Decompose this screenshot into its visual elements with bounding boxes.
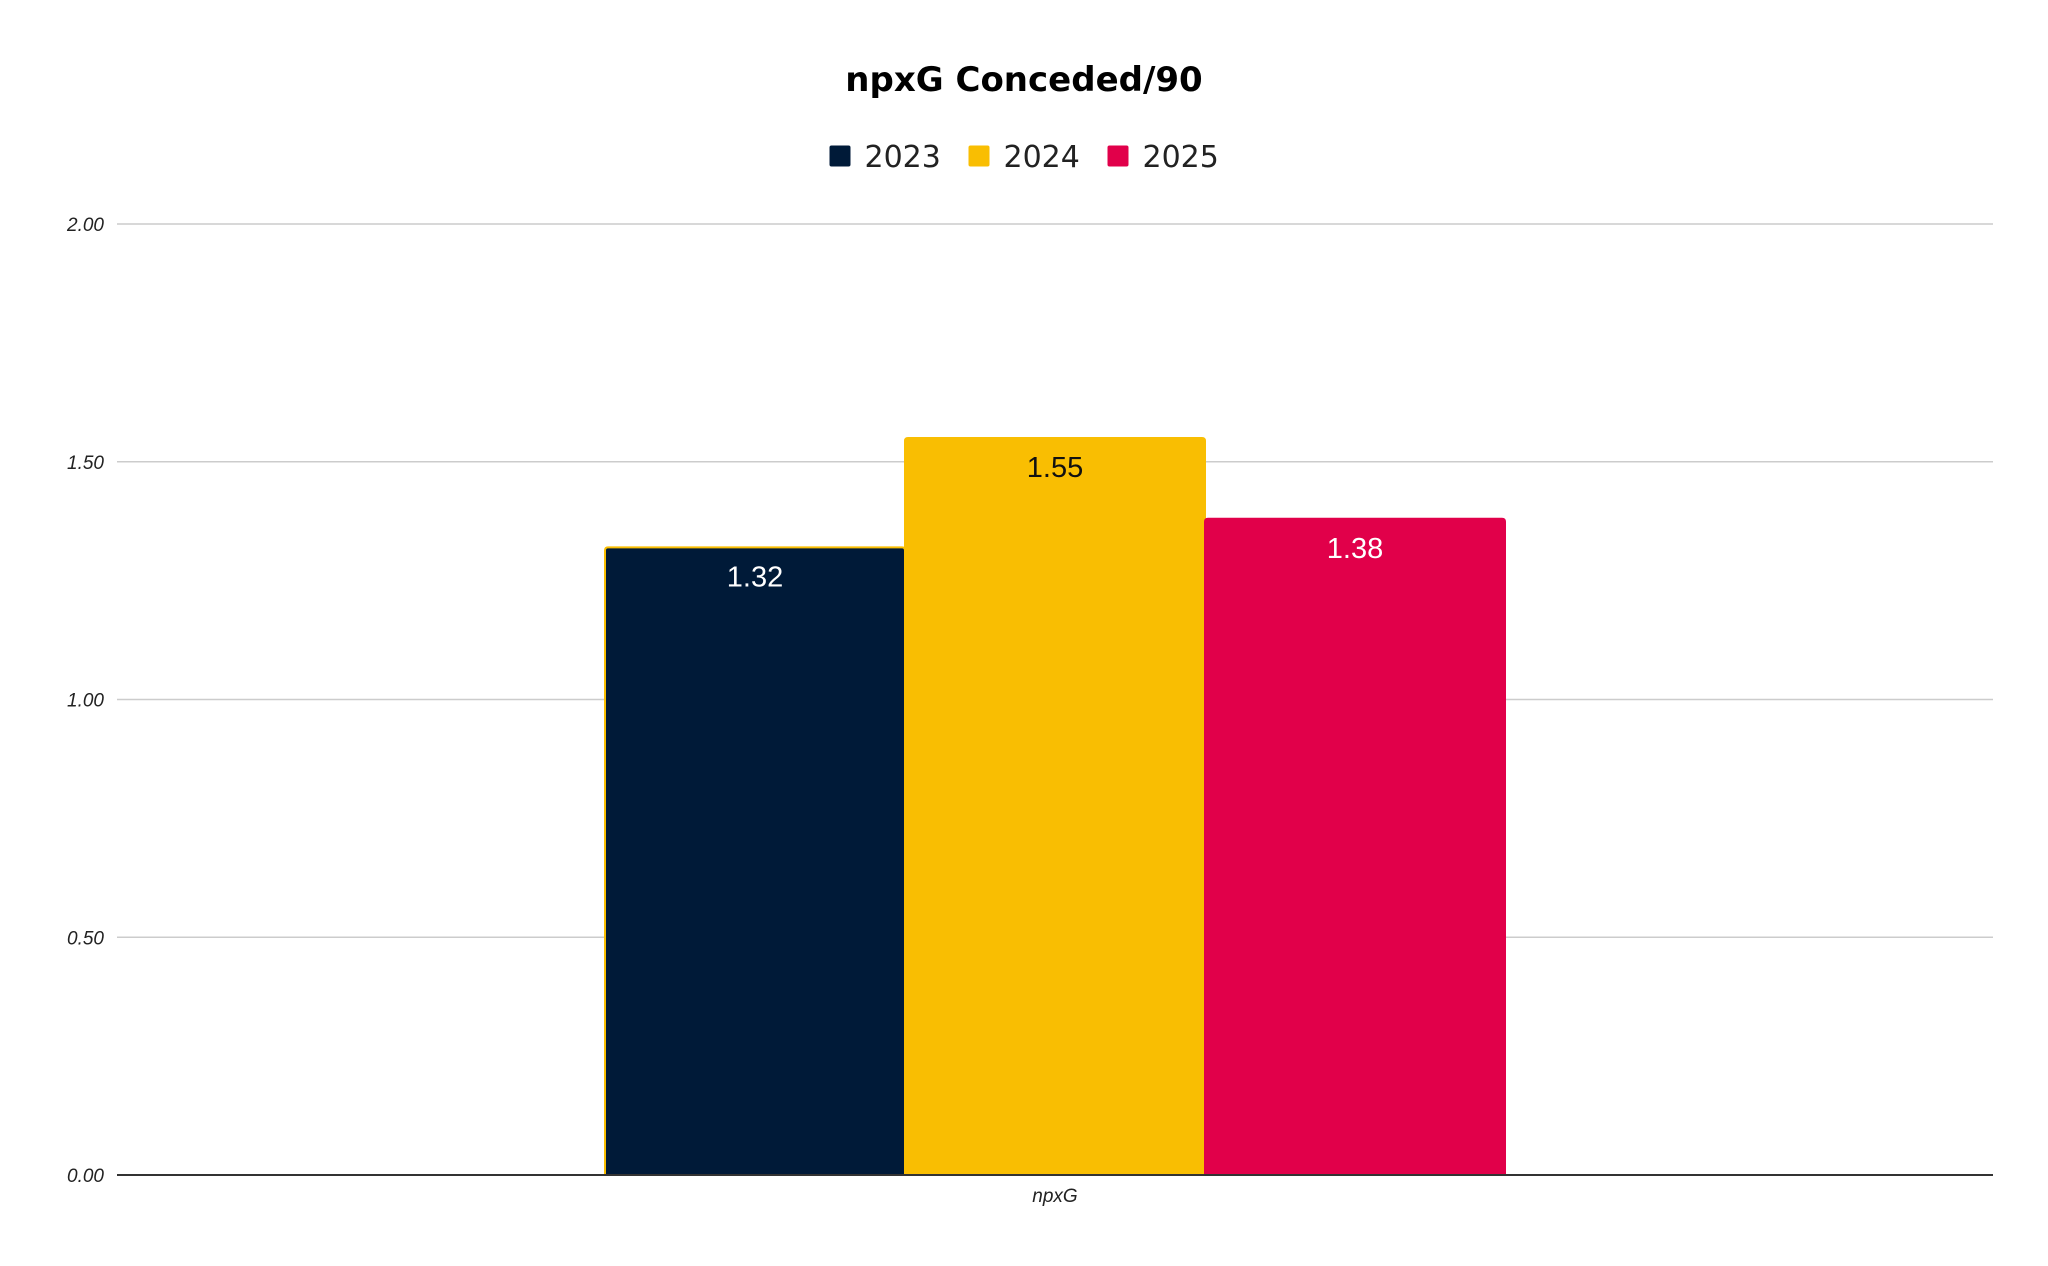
chart-title: npxG Conceded/90 (845, 60, 1202, 100)
x-tick-label: npxG (1032, 1186, 1077, 1207)
bars: 1.32 1.55 1.38 (604, 436, 1506, 1176)
data-label-2023: 1.32 (727, 561, 783, 593)
data-label-2025: 1.38 (1327, 533, 1383, 565)
bar-2025 (1204, 517, 1506, 1176)
data-label-2024: 1.55 (1027, 452, 1083, 484)
y-tick-label: 1.50 (67, 453, 104, 474)
y-tick-label: 2.00 (66, 215, 104, 236)
legend-label-2024: 2024 (1004, 140, 1080, 175)
y-tick-label: 1.00 (67, 691, 104, 712)
legend-swatch-2024 (968, 145, 990, 167)
legend: 2023 2024 2025 (829, 140, 1219, 175)
legend-label-2025: 2025 (1143, 140, 1219, 175)
x-axis: npxG (117, 1174, 1993, 1207)
bar-2024 (904, 436, 1206, 1176)
legend-swatch-2023 (829, 145, 851, 167)
legend-label-2023: 2023 (865, 140, 941, 175)
y-tick-label: 0.00 (67, 1166, 104, 1187)
y-tick-label: 0.50 (67, 928, 104, 949)
y-axis: 0.00 0.50 1.00 1.50 2.00 (66, 215, 104, 1187)
legend-swatch-2025 (1107, 145, 1129, 167)
bar-2023 (604, 546, 906, 1176)
